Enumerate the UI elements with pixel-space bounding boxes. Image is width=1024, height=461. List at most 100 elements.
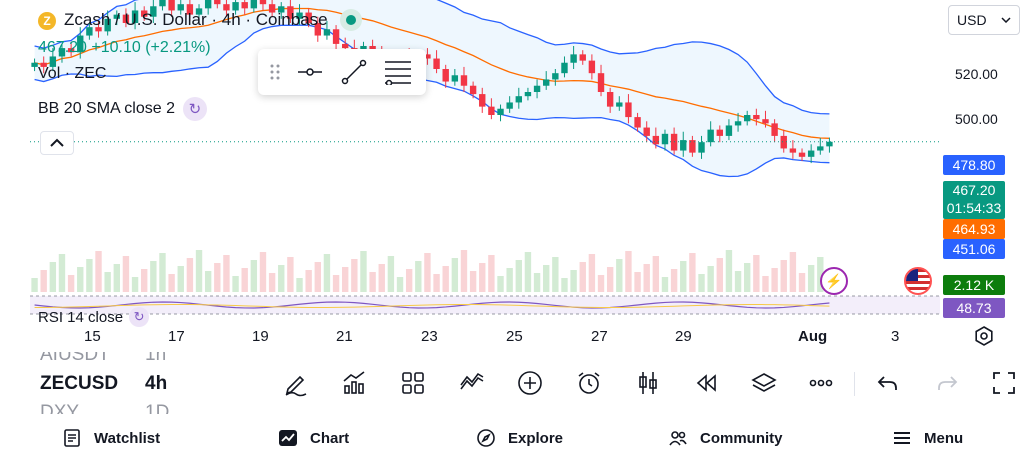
volume-bar — [259, 252, 267, 292]
nav-watchlist[interactable]: Watchlist — [62, 428, 160, 448]
horizontal-line-icon[interactable] — [292, 54, 328, 90]
rewind-icon — [696, 374, 716, 392]
draw-tool-button[interactable] — [280, 367, 312, 399]
trend-line-icon[interactable] — [336, 54, 372, 90]
flash-icon[interactable]: ⚡ — [820, 267, 848, 295]
undo-button[interactable] — [872, 367, 904, 399]
compare-button[interactable] — [456, 367, 488, 399]
symbol-title[interactable]: Zcash / U.S. Dollar · 4h · Coinbase — [64, 9, 362, 31]
object-tree-button[interactable] — [748, 367, 780, 399]
symbol-picker[interactable]: AIUSDT 1h ZECUSD 4h DXY 1D — [40, 352, 190, 414]
candle-body — [296, 12, 303, 19]
candle-body — [634, 117, 641, 128]
last-price-tag: 467.20 01:54:33 — [943, 181, 1005, 219]
drawing-toolbar[interactable] — [258, 49, 426, 95]
add-button[interactable] — [514, 367, 546, 399]
volume-bar — [77, 267, 84, 292]
volume-bar — [451, 258, 459, 292]
volume-bar — [95, 251, 102, 292]
fullscreen-button[interactable] — [988, 367, 1020, 399]
chevron-down-icon — [1001, 17, 1011, 23]
collapse-legend-button[interactable] — [40, 131, 74, 155]
fib-retracement-icon[interactable] — [380, 54, 416, 90]
volume-bar — [141, 269, 148, 292]
rsi-legend[interactable]: RSI 14 close ↻ — [38, 307, 150, 327]
candle-body — [195, 8, 203, 15]
candle-body — [588, 60, 596, 74]
volume-bar — [597, 275, 605, 292]
currency-select[interactable]: USD — [948, 5, 1020, 35]
us-flag-icon[interactable] — [904, 267, 932, 295]
volume-bar — [744, 263, 751, 292]
nav-menu[interactable]: Menu — [892, 428, 963, 448]
chart-settings-icon[interactable] — [973, 325, 995, 347]
more-button[interactable] — [805, 367, 837, 399]
time-label: 23 — [421, 328, 438, 345]
layout-button[interactable] — [397, 367, 429, 399]
volume-bar — [223, 255, 230, 292]
volume-bar — [561, 278, 568, 292]
symbol-option[interactable]: AIUSDT 1h — [40, 352, 166, 366]
volume-bar — [771, 268, 778, 292]
volume-bar — [287, 257, 294, 292]
candle-body — [177, 4, 184, 11]
candle-body — [31, 62, 38, 67]
bollinger-lower-line — [34, 24, 830, 178]
fullscreen-icon — [993, 372, 1015, 394]
rsi-tag: 48.73 — [943, 298, 1005, 318]
candle-body — [698, 142, 705, 153]
volume-legend[interactable]: Vol · ZEC — [38, 65, 107, 82]
drag-handle-icon[interactable] — [266, 54, 284, 90]
chart-type-button[interactable] — [632, 367, 664, 399]
volume-bar — [131, 277, 139, 292]
people-icon — [669, 431, 687, 446]
volume-bar — [460, 250, 468, 292]
candle-body — [597, 73, 605, 92]
nav-community[interactable]: Community — [668, 428, 783, 448]
indicators-icon — [343, 371, 365, 394]
nav-chart[interactable]: Chart — [278, 428, 349, 448]
alert-button[interactable] — [573, 367, 605, 399]
volume-bar — [40, 270, 47, 292]
volume-bar — [807, 265, 815, 292]
volume-bar — [734, 271, 742, 292]
volume-bar — [241, 268, 248, 292]
candle-body — [753, 115, 760, 120]
volume-bar — [442, 266, 449, 292]
volume-bar — [625, 251, 632, 292]
price-chart[interactable] — [0, 0, 940, 320]
time-label: 17 — [168, 328, 185, 345]
redo-button[interactable] — [931, 367, 963, 399]
volume-bar — [159, 253, 166, 292]
volume-bar — [762, 276, 769, 292]
volume-bar — [405, 269, 413, 292]
nav-explore[interactable]: Explore — [476, 428, 563, 448]
more-icon — [809, 379, 833, 387]
nav-watchlist-label: Watchlist — [94, 429, 161, 447]
candle-body — [552, 73, 559, 80]
volume-bar — [58, 254, 66, 292]
symbol-option[interactable]: DXY 1D — [40, 402, 169, 414]
sync-icon[interactable]: ↻ — [129, 307, 150, 327]
candle-body — [497, 108, 504, 115]
replay-button[interactable] — [690, 367, 722, 399]
indicators-button[interactable] — [338, 367, 370, 399]
candle-body — [223, 4, 230, 11]
volume-bar — [86, 259, 93, 292]
sync-icon[interactable]: ↻ — [182, 97, 207, 121]
chart-area[interactable]: Z Zcash / U.S. Dollar · 4h · Coinbase 46… — [0, 0, 1024, 352]
time-label: 29 — [675, 328, 692, 345]
volume-bar — [424, 253, 431, 292]
bollinger-legend[interactable]: BB 20 SMA close 2 ↻ — [38, 97, 207, 121]
compass-icon — [477, 429, 495, 447]
candle-body — [798, 152, 806, 157]
time-label: 3 — [891, 328, 900, 345]
volume-bar — [177, 266, 184, 292]
volume-bar — [415, 261, 422, 292]
candle-body — [451, 75, 459, 82]
volume-bar — [552, 257, 559, 292]
volume-bar — [351, 259, 358, 292]
candle-body — [104, 18, 111, 32]
symbol-current[interactable]: ZECUSD 4h — [40, 373, 167, 395]
candle-body — [661, 133, 669, 145]
